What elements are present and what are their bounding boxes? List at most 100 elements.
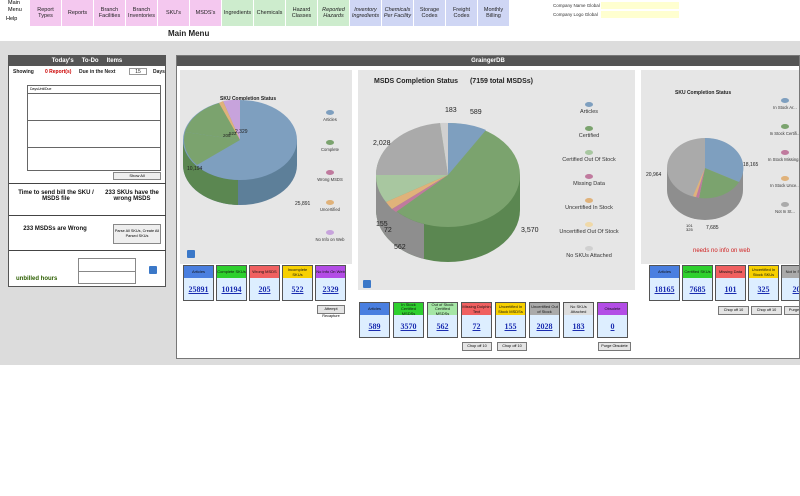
msds-kpi-label: Uncertified Out of Stock	[531, 304, 558, 314]
skus-wrong-notice: 233 SKUs have the wrong MSDS	[105, 190, 159, 202]
sku2-kpi-value[interactable]: 7685	[683, 278, 712, 300]
msds-wrong-notice: 233 MSDSs are Wrong	[23, 226, 87, 232]
unbilled-hours-list[interactable]	[78, 258, 136, 284]
sku-kpi-label: No Info On Web	[316, 269, 345, 275]
sku-pie-label: 205	[223, 133, 231, 138]
msds-kpi-value[interactable]: 2028	[530, 315, 559, 337]
nav-tab[interactable]: Hazard Classes	[286, 0, 318, 26]
sku2-kpi-value[interactable]: 18165	[650, 278, 679, 300]
sku2-kpi-value[interactable]: 325	[749, 278, 778, 300]
sku-legend-swatch	[326, 140, 334, 145]
msds-kpi-value[interactable]: 72	[462, 315, 491, 337]
company-globals: Company Name Global Company Logo Global	[553, 1, 679, 19]
nav-tab[interactable]: Storage Codes	[414, 0, 446, 26]
refresh-icon[interactable]	[363, 280, 371, 288]
msds-kpi-card[interactable]: Out of Stock Certified MSDSs 562	[427, 302, 458, 338]
sku2-kpi-card[interactable]: Missing Data 101	[715, 265, 746, 301]
sku-kpi-value[interactable]: 522	[283, 278, 312, 300]
parse-all-button[interactable]: Parse All SKUs, Create All Parsed SKUs	[113, 224, 161, 244]
todo-header-items: Items	[106, 58, 123, 64]
days-input[interactable]: 15	[129, 68, 147, 75]
nav-tab[interactable]: Freight Codes	[446, 0, 478, 26]
msds-kpi-value[interactable]: 183	[564, 315, 593, 337]
table-row[interactable]	[28, 148, 160, 175]
nav-tab[interactable]: Branch Facilities	[94, 0, 126, 26]
msds-kpi-value[interactable]: 3570	[394, 315, 423, 337]
attempt-recapture-button[interactable]: Attempt Recapture	[317, 305, 345, 318]
sku-kpi-value[interactable]: 10194	[217, 278, 246, 300]
sku-kpi-card[interactable]: Complete SKUs 10194	[216, 265, 247, 301]
sku2-legend-swatch	[781, 176, 789, 181]
main-menu-tab[interactable]: Main Menu	[0, 0, 30, 26]
msds-kpi-value[interactable]: 155	[496, 315, 525, 337]
todo-filter-row: Showing 0 Report(s) Due in the Next 15 D…	[9, 66, 165, 78]
nav-tab[interactable]: Chemicals	[254, 0, 286, 26]
sku2-kpi-card[interactable]: Certified SKUs 7685	[682, 265, 713, 301]
refresh-icon[interactable]	[149, 266, 157, 274]
table-row[interactable]	[28, 94, 160, 121]
sku2-kpi-card[interactable]: Articles 18165	[649, 265, 680, 301]
purge-obsolete-button[interactable]: Purge Obsolete	[598, 342, 631, 351]
sku-kpi-card[interactable]: Incomplete SKUs 522	[282, 265, 313, 301]
sku-kpi-card[interactable]: Articles 25891	[183, 265, 214, 301]
msds-kpi-card[interactable]: Uncertified In Stock MSDSs 155	[495, 302, 526, 338]
company-logo-label: Company Logo Global	[553, 12, 598, 17]
msds-kpi-card[interactable]: No SKUs Attached 183	[563, 302, 594, 338]
sku2-kpi-label: Certified SKUs	[684, 269, 711, 275]
nav-tab[interactable]: Monthly Billing	[478, 0, 510, 26]
msds-pie-label: 155	[376, 221, 388, 228]
msds-kpi-value[interactable]: 589	[360, 315, 389, 337]
sku2-legend-swatch	[781, 202, 789, 207]
msds-legend-label: Missing Data	[573, 181, 605, 187]
msds-pie-label: 183	[445, 107, 457, 114]
msds-kpi-card[interactable]: In Stock Certified MSDSs 3570	[393, 302, 424, 338]
refresh-icon[interactable]	[187, 250, 195, 258]
nav-tab[interactable]: Branch Inventories	[126, 0, 158, 26]
company-logo-field[interactable]	[601, 11, 679, 18]
msds-legend-label: Certified	[578, 133, 600, 139]
sku2-kpi-value[interactable]: 101	[716, 278, 745, 300]
msds-kpi-card[interactable]: Missing Dolphin Text 72	[461, 302, 492, 338]
nav-tab[interactable]: Ingredients	[222, 0, 254, 26]
chop-off-button[interactable]: Chop off 10	[718, 306, 749, 315]
company-name-field[interactable]	[601, 2, 679, 9]
msds-kpi-card[interactable]: Articles 589	[359, 302, 390, 338]
nav-tab[interactable]: SKU's	[158, 0, 190, 26]
sku-kpi-card[interactable]: No Info On Web 2329	[315, 265, 346, 301]
table-row[interactable]	[28, 121, 160, 148]
chop-off-button[interactable]: Chop off 10	[751, 306, 782, 315]
sku-kpi-value[interactable]: 205	[250, 278, 279, 300]
msds-kpi-card[interactable]: Obsolete 0	[597, 302, 628, 338]
sku-kpi-value[interactable]: 2329	[316, 278, 345, 300]
page-title: Main Menu	[168, 29, 210, 38]
msds-pie-label: 72	[384, 227, 392, 234]
msds-pie-label: 589	[470, 109, 482, 116]
msds-kpi-card[interactable]: Uncertified Out of Stock 2028	[529, 302, 560, 338]
sku2-kpi-card[interactable]: Not In Stock 20	[781, 265, 799, 301]
nav-tab[interactable]: MSDS's	[190, 0, 222, 26]
sku-kpi-card[interactable]: Wrong MSDS 205	[249, 265, 280, 301]
nav-tab[interactable]: Reported Hazards	[318, 0, 350, 26]
purge-button[interactable]: Purge	[784, 306, 799, 315]
msds-kpi-value[interactable]: 562	[428, 315, 457, 337]
nav-tab[interactable]: Reports	[62, 0, 94, 26]
help-link[interactable]: Help	[6, 16, 18, 22]
chop-off-button[interactable]: Chop off 10	[462, 342, 492, 351]
sku-kpi-value[interactable]: 25891	[184, 278, 213, 300]
sku2-kpi-card[interactable]: Uncertified In Stock SKUs 325	[748, 265, 779, 301]
msds-pie-label: 2,028	[373, 140, 391, 147]
sku2-legend-swatch	[781, 124, 789, 129]
divider	[9, 183, 166, 184]
msds-kpi-value[interactable]: 0	[598, 315, 627, 337]
nav-tab[interactable]: Chemicals Per Facility	[382, 0, 414, 26]
msds-pie-3d	[375, 122, 520, 262]
nav-tab[interactable]: Report Types	[30, 0, 62, 26]
msds-legend-swatch	[585, 222, 593, 227]
nav-tab[interactable]: Inventory Ingredients	[350, 0, 382, 26]
chop-off-button[interactable]: Chop off 10	[497, 342, 527, 351]
divider	[9, 250, 166, 251]
sku-legend-swatch	[326, 170, 334, 175]
sku2-kpi-value[interactable]: 20	[782, 278, 799, 300]
sku2-kpi-label: Missing Data	[718, 269, 743, 275]
show-all-button[interactable]: Show All	[113, 172, 161, 180]
